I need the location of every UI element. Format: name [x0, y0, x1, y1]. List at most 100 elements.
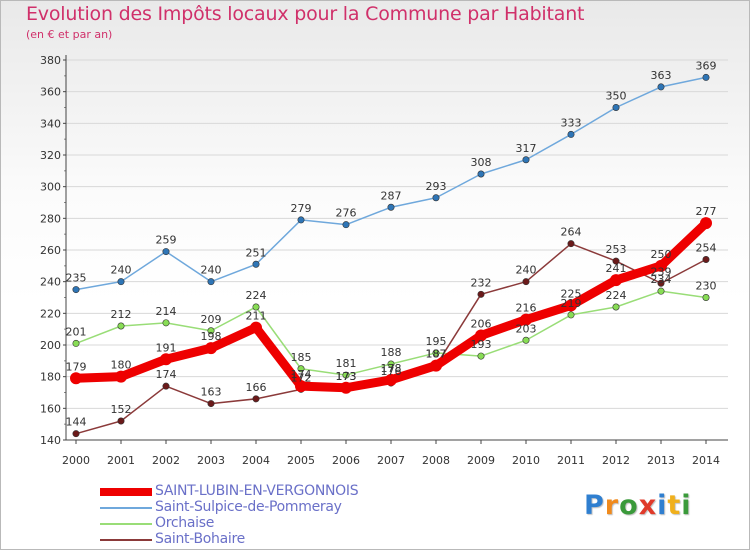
- point-saint-lubin-en-vergonnois-2006: [340, 381, 352, 394]
- legend-swatch-saint-sulpice: [100, 507, 152, 509]
- point-saint-sulpice-de-pommeray-2014: [702, 73, 710, 81]
- data-label-saint-bohaire-2011: 264: [561, 226, 582, 239]
- data-label-orchaise-2000: 201: [66, 325, 87, 338]
- point-saint-bohaire-2014: [702, 255, 710, 263]
- point-saint-bohaire-2012: [612, 257, 620, 265]
- y-tick-label-260: 260: [40, 244, 61, 257]
- data-label-saint-bohaire-2001: 152: [111, 403, 132, 416]
- legend-item-orchaise[interactable]: Orchaise: [100, 515, 420, 532]
- x-tick-label-2001: 2001: [107, 454, 135, 467]
- point-saint-lubin-en-vergonnois-2000: [70, 372, 82, 385]
- data-label-saint-sulpice-de-pommeray-2002: 259: [156, 234, 177, 247]
- point-saint-lubin-en-vergonnois-2012: [610, 274, 622, 287]
- data-label-saint-lubin-en-vergonnois-2013: 250: [651, 248, 672, 261]
- point-saint-lubin-en-vergonnois-2001: [115, 370, 127, 383]
- data-label-orchaise-2013: 234: [651, 273, 672, 286]
- legend-item-saint-bohaire[interactable]: Saint-Bohaire: [100, 531, 420, 548]
- y-tick-label-240: 240: [40, 276, 61, 289]
- logo-letter: x: [638, 490, 658, 521]
- data-label-orchaise-2007: 188: [381, 346, 402, 359]
- data-label-saint-lubin-en-vergonnois-2003: 198: [201, 330, 222, 343]
- point-saint-bohaire-2013: [657, 279, 665, 287]
- data-label-saint-bohaire-2008: 187: [426, 348, 447, 361]
- point-saint-lubin-en-vergonnois-2013: [655, 259, 667, 272]
- point-saint-sulpice-de-pommeray-2006: [342, 221, 350, 229]
- point-saint-bohaire-2001: [117, 417, 125, 425]
- y-tick-label-360: 360: [40, 86, 61, 99]
- point-saint-lubin-en-vergonnois-2011: [565, 299, 577, 312]
- point-saint-lubin-en-vergonnois-2004: [250, 321, 262, 334]
- series-lines: [70, 73, 712, 438]
- point-saint-lubin-en-vergonnois-2010: [520, 313, 532, 326]
- point-saint-sulpice-de-pommeray-2004: [252, 260, 260, 268]
- y-tick-label-160: 160: [40, 402, 61, 415]
- x-tick-label-2005: 2005: [287, 454, 315, 467]
- point-orchaise-2006: [342, 371, 350, 379]
- data-label-saint-bohaire-2009: 232: [471, 276, 492, 289]
- line-chart: 140 160 180 200 220 240 260 280 300 320 340 360 380 2…: [40, 54, 728, 467]
- point-saint-bohaire-2011: [567, 240, 575, 248]
- data-label-saint-bohaire-2013: 239: [651, 265, 672, 278]
- data-label-saint-sulpice-de-pommeray-2014: 369: [696, 59, 717, 72]
- point-orchaise-2008: [432, 349, 440, 357]
- data-label-saint-sulpice-de-pommeray-2004: 251: [246, 246, 267, 259]
- data-label-saint-lubin-en-vergonnois-2014: 277: [696, 205, 717, 218]
- x-tick-label-2000: 2000: [62, 454, 90, 467]
- point-saint-bohaire-2009: [477, 290, 485, 298]
- legend-item-saint-lubin[interactable]: SAINT-LUBIN-EN-VERGONNOIS: [100, 483, 420, 500]
- chart-title: Evolution des Impôts locaux pour la Comm…: [26, 3, 585, 25]
- point-saint-lubin-en-vergonnois-2009: [475, 329, 487, 342]
- data-label-saint-bohaire-2005: 172: [291, 371, 312, 384]
- point-saint-bohaire-2010: [522, 278, 530, 286]
- data-label-saint-sulpice-de-pommeray-2005: 279: [291, 202, 312, 215]
- point-orchaise-2009: [477, 352, 485, 360]
- legend-swatch-saint-lubin: [100, 488, 152, 496]
- point-orchaise-2000: [72, 339, 80, 347]
- data-label-saint-sulpice-de-pommeray-2010: 317: [516, 142, 537, 155]
- point-saint-lubin-en-vergonnois-2014: [700, 217, 712, 230]
- data-label-saint-lubin-en-vergonnois-2002: 191: [156, 341, 177, 354]
- point-saint-bohaire-2004: [252, 395, 260, 403]
- data-label-orchaise-2008: 195: [426, 335, 447, 348]
- data-label-saint-lubin-en-vergonnois-2005: 174: [291, 368, 312, 381]
- point-saint-lubin-en-vergonnois-2005: [295, 380, 307, 393]
- data-label-saint-sulpice-de-pommeray-2006: 276: [336, 207, 357, 220]
- point-orchaise-2003: [207, 327, 215, 335]
- x-tick-label-2012: 2012: [602, 454, 630, 467]
- point-orchaise-2004: [252, 303, 260, 311]
- chart-subtitle: (en € et par an): [26, 28, 113, 41]
- data-label-saint-sulpice-de-pommeray-2001: 240: [111, 264, 132, 277]
- data-label-saint-lubin-en-vergonnois-2011: 225: [561, 287, 582, 300]
- data-label-saint-lubin-en-vergonnois-2009: 206: [471, 318, 492, 331]
- point-saint-sulpice-de-pommeray-2005: [297, 216, 305, 224]
- x-tick-label-2003: 2003: [197, 454, 225, 467]
- point-orchaise-2013: [657, 287, 665, 295]
- point-orchaise-2010: [522, 336, 530, 344]
- point-saint-sulpice-de-pommeray-2003: [207, 278, 215, 286]
- data-label-orchaise-2010: 203: [516, 322, 537, 335]
- y-tick-label-220: 220: [40, 307, 61, 320]
- y-tick-label-300: 300: [40, 181, 61, 194]
- point-orchaise-2002: [162, 319, 170, 327]
- x-tick-label-2002: 2002: [152, 454, 180, 467]
- legend-swatch-saint-bohaire: [100, 539, 152, 541]
- data-label-saint-lubin-en-vergonnois-2010: 216: [516, 302, 537, 315]
- point-orchaise-2011: [567, 311, 575, 319]
- data-label-orchaise-2014: 230: [696, 280, 717, 293]
- legend-item-saint-sulpice[interactable]: Saint-Sulpice-de-Pommeray: [100, 499, 420, 516]
- point-saint-sulpice-de-pommeray-2001: [117, 278, 125, 286]
- point-saint-sulpice-de-pommeray-2012: [612, 104, 620, 112]
- data-label-orchaise-2001: 212: [111, 308, 132, 321]
- legend-label-saint-lubin: SAINT-LUBIN-EN-VERGONNOIS: [155, 483, 359, 499]
- logo-letter: t: [667, 490, 682, 521]
- series-line-saint-sulpice-de-pommeray: [75, 76, 707, 291]
- point-saint-bohaire-2002: [162, 382, 170, 390]
- y-tick-label-320: 320: [40, 149, 61, 162]
- data-label-saint-lubin-en-vergonnois-2006: 173: [336, 370, 357, 383]
- y-tick-label-180: 180: [40, 371, 61, 384]
- point-saint-sulpice-de-pommeray-2010: [522, 156, 530, 164]
- data-label-saint-sulpice-de-pommeray-2011: 333: [561, 116, 582, 129]
- data-label-saint-lubin-en-vergonnois-2012: 241: [606, 262, 627, 275]
- logo-letter: P: [584, 490, 605, 521]
- x-tick-label-2014: 2014: [692, 454, 720, 467]
